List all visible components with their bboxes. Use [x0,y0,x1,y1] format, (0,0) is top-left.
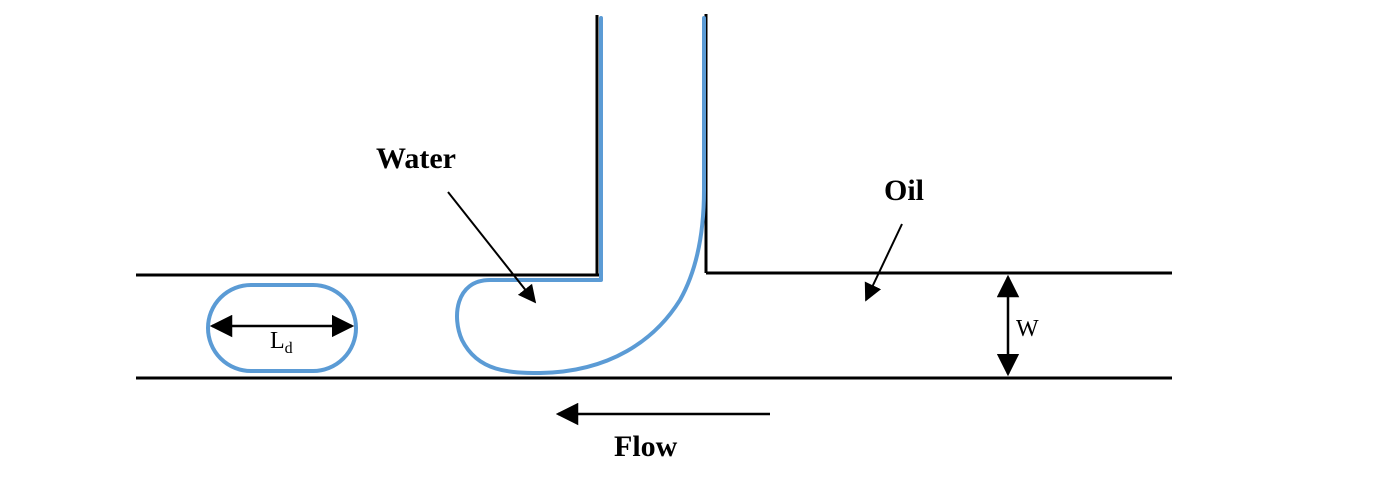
flow-label: Flow [614,430,678,463]
water-interface [457,18,704,373]
oil-pointer-arrow [866,224,902,300]
water-pointer-arrow [448,192,535,302]
droplet-length-label-main: L [270,328,285,354]
forming-droplet-interface [457,18,704,373]
oil-label: Oil [884,174,924,207]
width-label: W [1016,316,1039,342]
droplet-length-label-sub: d [285,340,293,357]
water-label: Water [376,142,456,175]
droplet-length-label: Ld [270,328,293,357]
